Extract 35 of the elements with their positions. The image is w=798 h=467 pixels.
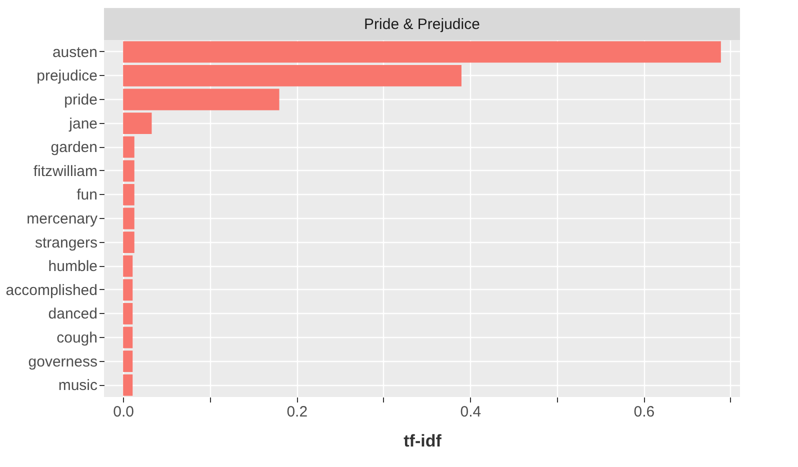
bar xyxy=(123,160,134,182)
y-tick-label: austen xyxy=(52,44,98,61)
chart-title: Pride & Prejudice xyxy=(364,16,480,33)
x-tick-label: 0.0 xyxy=(113,404,134,420)
bar xyxy=(123,255,133,277)
x-tick-label: 0.6 xyxy=(634,404,655,420)
y-tick-label: music xyxy=(58,377,98,394)
y-tick-label: governess xyxy=(28,353,98,370)
bar xyxy=(123,350,133,372)
y-tick-label: strangers xyxy=(34,234,98,252)
y-tick-label: fun xyxy=(76,186,98,204)
y-tick-label: danced xyxy=(48,306,98,323)
y-tick-label: cough xyxy=(56,330,98,346)
y-tick-label: garden xyxy=(50,139,98,156)
bar xyxy=(123,64,462,86)
y-tick-label: fitzwilliam xyxy=(33,162,98,180)
y-tick-label: prejudice xyxy=(36,68,98,85)
bar xyxy=(123,302,133,324)
y-tick-label: jane xyxy=(68,115,98,132)
bar xyxy=(123,326,133,348)
bar xyxy=(123,279,133,301)
x-tick-label: 0.2 xyxy=(286,404,308,420)
y-tick-label: accomplished xyxy=(6,282,98,299)
bar xyxy=(123,136,134,158)
bar xyxy=(123,184,134,206)
bar xyxy=(123,88,280,110)
y-tick-label: humble xyxy=(48,258,98,276)
y-tick-label: mercenary xyxy=(26,210,98,228)
bar xyxy=(123,208,134,230)
x-tick-label: 0.4 xyxy=(460,404,482,420)
bar xyxy=(123,374,133,396)
bar xyxy=(123,112,152,134)
x-axis-title: tf-idf xyxy=(404,432,442,450)
bar xyxy=(123,232,134,254)
y-tick-label: pride xyxy=(64,92,98,108)
